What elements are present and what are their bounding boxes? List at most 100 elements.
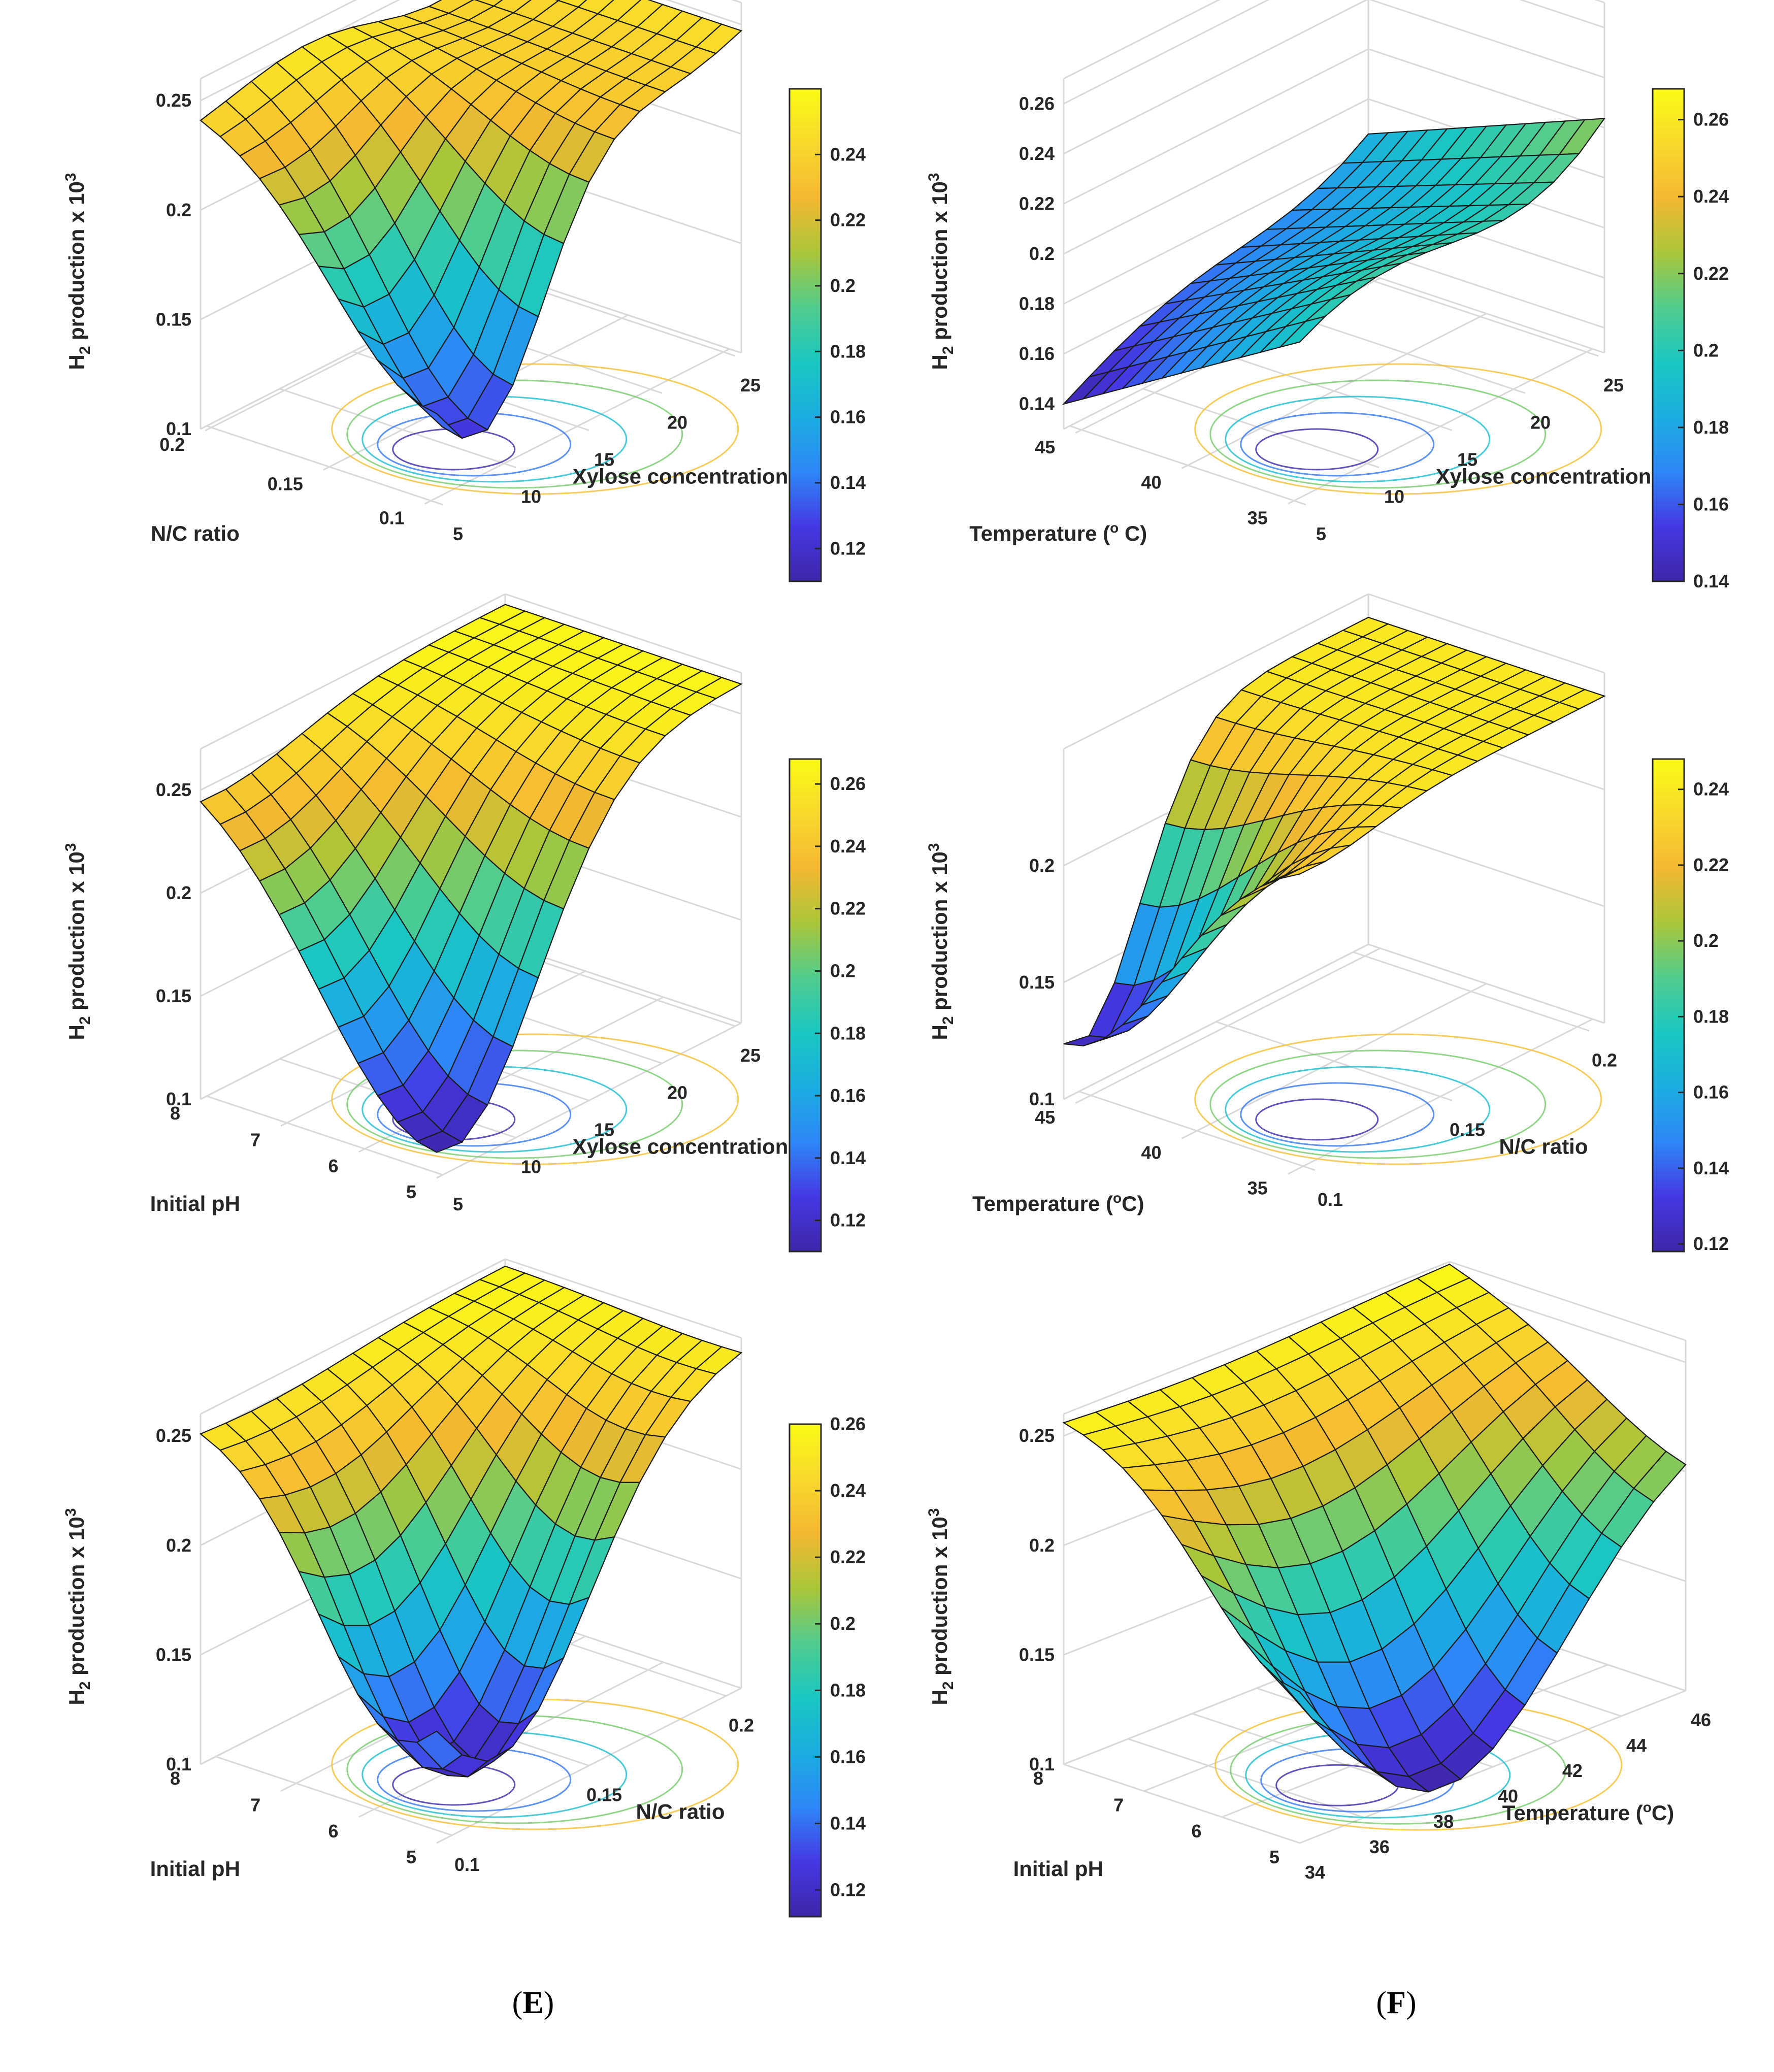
z-tick-label: 0.24	[1019, 143, 1055, 164]
z-tick-label: 0.25	[1019, 1425, 1055, 1446]
colorbar: 0.12 0.14 0.16 0.18 0.2 0.22 0.24	[789, 88, 866, 582]
y-axis-label: Initial pH	[150, 1857, 240, 1881]
y-axis-label: N/C ratio	[151, 521, 240, 545]
panel-c: 5 10 15 20 25 5 6 7 80.1 0.15 0.2 0.25 Xylose concen…	[62, 593, 866, 1355]
z-tick-label: 0.15	[1019, 1644, 1055, 1665]
colorbar-tick-label: 0.2	[830, 1613, 856, 1634]
y-tick-label: 5	[406, 1847, 416, 1867]
y-tick-label: 35	[1247, 507, 1268, 528]
z-tick-label: 0.2	[1029, 243, 1055, 264]
z-tick-label: 0.26	[1019, 93, 1055, 114]
z-axis-label-sub: 2	[940, 1016, 957, 1025]
x-axis-label-rest: C)	[1652, 1801, 1674, 1825]
colorbar: 0.12 0.14 0.16 0.18 0.2 0.22 0.24 0.26	[789, 758, 866, 1253]
contour-line	[1209, 1049, 1547, 1159]
surface-mesh	[200, 0, 743, 439]
colorbar-tick-label: 0.24	[830, 144, 866, 165]
colorbar-tick-label: 0.2	[1693, 340, 1719, 360]
colorbar-tick-label: 0.2	[830, 960, 856, 981]
colorbar-tick-label: 0.18	[1693, 1006, 1729, 1027]
contour-line	[1255, 428, 1379, 471]
z-tick-label: 0.1	[166, 1089, 191, 1109]
z-axis-label-sup: 3	[926, 843, 942, 851]
z-tick-label: 0.14	[1019, 393, 1055, 414]
x-tick-label: 46	[1691, 1709, 1711, 1730]
surface-patch	[1278, 315, 1327, 348]
axis-grid-line	[1063, 0, 1221, 80]
colorbar-tick-label: 0.12	[830, 1880, 866, 1900]
x-tick-label: 25	[740, 1045, 761, 1066]
x-tick-label: 15	[1457, 449, 1477, 470]
x-tick-label: 0.2	[729, 1715, 754, 1735]
z-tick-label: 0.2	[166, 200, 191, 220]
axis-grid-line	[1449, 1261, 1686, 1341]
colorbar-tick-label: 0.2	[830, 275, 856, 296]
panel-caption-letter: F	[1387, 1986, 1406, 2020]
x-axis-label-sup: o	[1643, 1799, 1652, 1815]
y-tick-label: 0.1	[379, 507, 405, 528]
z-axis-label: H2 production x 103	[62, 1508, 93, 1705]
colorbar-tick-label: 0.14	[830, 1813, 866, 1833]
z-axis-label: H2 production x 103	[62, 173, 93, 370]
axis-grid-line	[200, 593, 506, 750]
z-axis-label-rest: production x 10	[64, 851, 88, 1016]
z-axis-label-rest: production x 10	[64, 181, 88, 346]
contour-line	[346, 1049, 683, 1159]
contour-line	[331, 363, 739, 495]
axis-grid-line	[505, 1258, 742, 1339]
surface-patch	[415, 1130, 464, 1153]
surface-mesh	[199, 1265, 743, 1778]
y-axis-label-sup: o	[1113, 1190, 1122, 1206]
surface-patch	[416, 1730, 463, 1770]
panel-caption: (F)	[1376, 1986, 1416, 2020]
x-tick-label: 5	[1316, 523, 1326, 544]
x-axis-label: Xylose concentration	[573, 1134, 789, 1158]
x-tick-label: 38	[1433, 1811, 1454, 1832]
colorbar-tick-label: 0.26	[830, 1413, 866, 1434]
y-tick-label: 7	[1113, 1795, 1124, 1816]
colorbar-bar	[789, 758, 822, 1253]
y-tick-label: 45	[1035, 437, 1055, 457]
z-tick-label: 0.1	[1029, 1754, 1055, 1774]
floor-grid-line	[1288, 1018, 1593, 1175]
floor-grid-line	[1288, 348, 1593, 505]
x-axis-label: N/C ratio	[636, 1799, 725, 1823]
contour-line	[1240, 1082, 1435, 1147]
colorbar-tick-label: 0.14	[1693, 571, 1729, 591]
surface-mesh	[1062, 1263, 1687, 1793]
colorbar-tick-label: 0.12	[830, 538, 866, 558]
x-tick-label: 25	[1603, 375, 1624, 396]
z-axis-label-rest: production x 10	[928, 181, 951, 346]
y-tick-label: 40	[1141, 472, 1161, 493]
axis-grid-line	[1368, 593, 1605, 674]
floor-grid-line	[215, 1756, 452, 1836]
x-tick-label: 15	[594, 1120, 614, 1140]
z-tick-label: 0.25	[156, 779, 191, 800]
y-tick-label: 8	[1033, 1768, 1043, 1789]
y-axis-label: Initial pH	[1013, 1857, 1103, 1881]
contour-line	[1240, 412, 1435, 477]
z-axis-label: H2 production x 103	[926, 843, 957, 1040]
colorbar-tick-label: 0.14	[1693, 1158, 1729, 1178]
z-axis-label-rest: production x 10	[64, 1517, 88, 1681]
floor-grid-line	[424, 348, 730, 505]
y-tick-label: 7	[250, 1130, 260, 1150]
x-tick-label: 25	[740, 375, 761, 396]
colorbar-bar	[789, 88, 822, 582]
contour-line	[1209, 379, 1547, 489]
tick-labels: 5 10 15 20 25 35 40 45 0.14 0.16 0.18 0.2 0.22 0.24 0.…	[1019, 93, 1624, 544]
z-tick-label: 0.22	[1019, 193, 1055, 214]
colorbar: 0.12 0.14 0.16 0.18 0.2 0.22 0.24	[1652, 758, 1729, 1254]
x-tick-label: 0.15	[586, 1785, 622, 1805]
axis-grid-line	[505, 593, 742, 674]
colorbar: 0.12 0.14 0.16 0.18 0.2 0.22 0.24 0.26	[789, 1413, 866, 1918]
panel-b: 5101520253540450.140.160.180.20.220.240.…	[926, 0, 1729, 685]
x-axis-label: Xylose concentration	[573, 464, 789, 488]
x-axis-label: Xylose concentration	[1436, 464, 1652, 488]
y-axis-label: Temperature (o C)	[969, 520, 1147, 545]
wall-grid-line	[1063, 0, 1605, 155]
y-tick-label: 0.2	[159, 434, 185, 455]
z-tick-label: 0.1	[166, 418, 191, 439]
